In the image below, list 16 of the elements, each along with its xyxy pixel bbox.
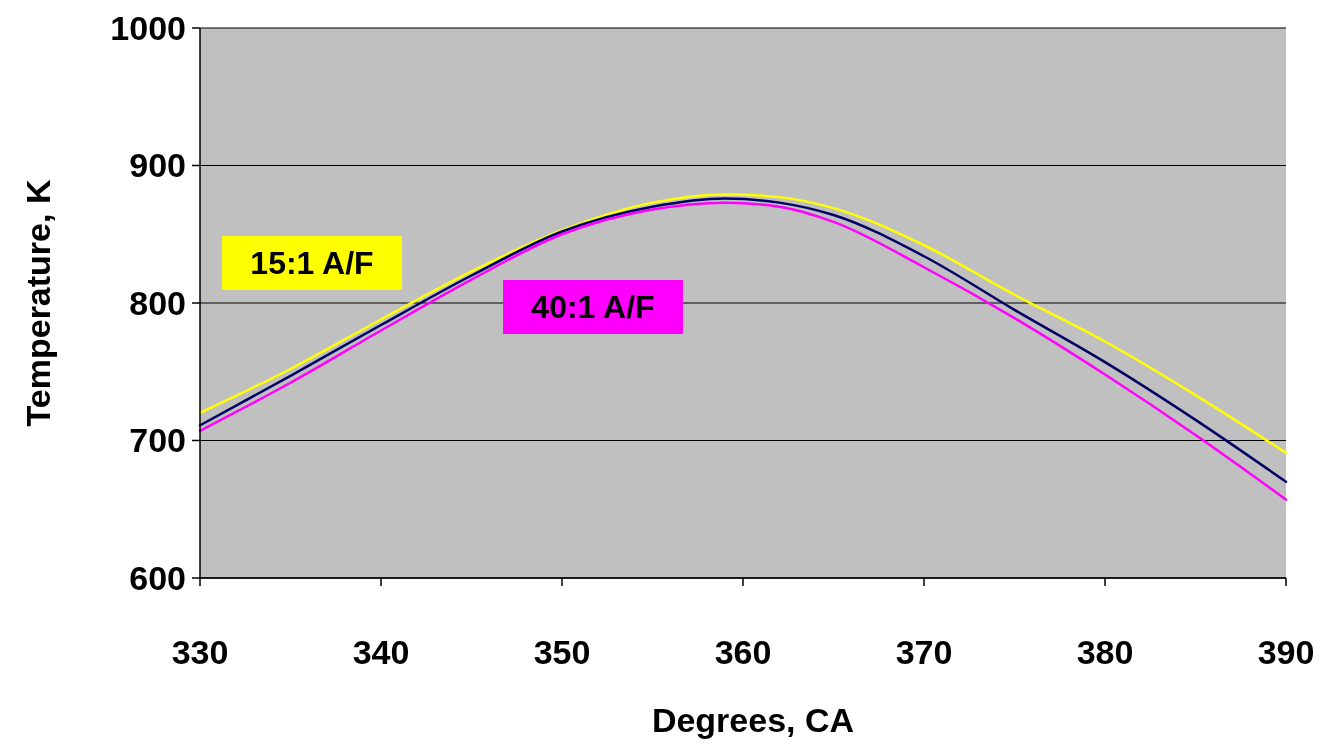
x-tick-label: 360 <box>714 633 772 671</box>
y-tick-label: 900 <box>129 146 186 185</box>
x-tick-label: 390 <box>1257 633 1315 671</box>
series-label: 40:1 A/F <box>531 289 655 326</box>
x-tick-label: 340 <box>352 633 410 671</box>
x-tick-label: 330 <box>171 633 229 671</box>
x-tick-label: 350 <box>533 633 591 671</box>
y-tick-label: 600 <box>129 558 186 597</box>
series-label: 15:1 A/F <box>250 245 374 282</box>
x-tick-label: 370 <box>895 633 953 671</box>
y-axis-title: Temperature, K <box>19 179 57 427</box>
x-tick-label: 380 <box>1076 633 1134 671</box>
y-tick-label: 800 <box>129 283 186 322</box>
x-axis-title: Degrees, CA <box>651 701 855 739</box>
y-tick-label: 700 <box>129 421 186 460</box>
y-tick-label: 1000 <box>110 8 186 47</box>
